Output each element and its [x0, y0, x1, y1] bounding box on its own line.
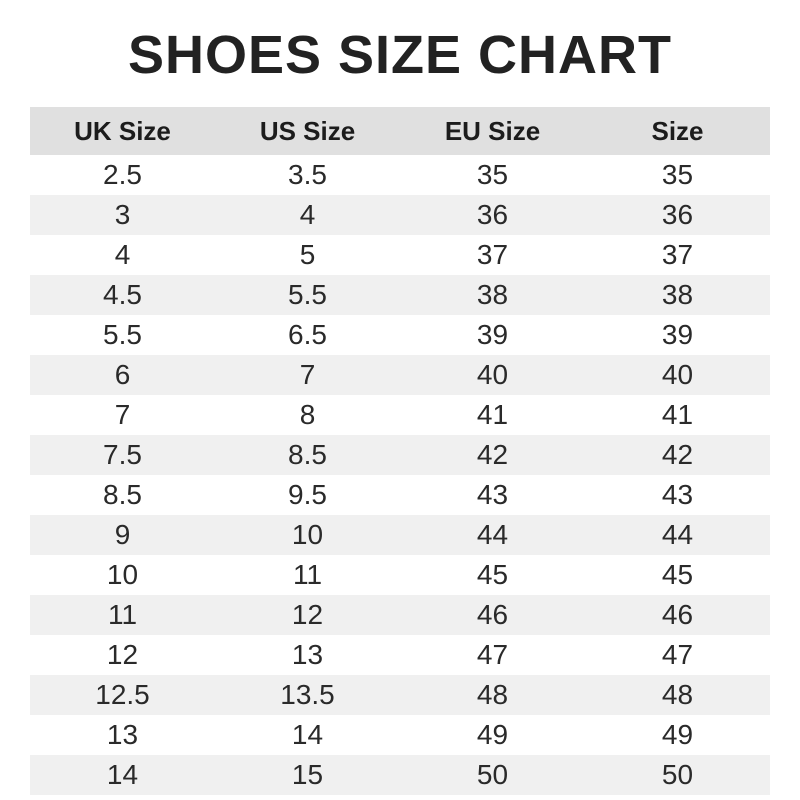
table-cell: 12.5: [95, 679, 150, 711]
table-cell: 13: [291, 639, 324, 671]
table-cell: 39: [476, 319, 509, 351]
header-cell: EU Size: [400, 107, 585, 156]
header-cell: Size: [585, 107, 770, 156]
table-cell: 12: [291, 599, 324, 631]
table-cell: 42: [476, 439, 509, 471]
table-row: 13 14 49 49: [30, 715, 770, 756]
table-cell: 37: [476, 239, 509, 271]
table-cell: 7: [299, 359, 316, 391]
table-cell: 37: [661, 239, 694, 271]
table-cell: 41: [476, 399, 509, 431]
table-cell: 6.5: [288, 319, 327, 351]
table-cell: 15: [291, 759, 324, 791]
table-cell: 50: [661, 759, 694, 791]
table-row: 2.5 3.5 35 35: [30, 155, 770, 196]
table-cell: 7.5: [103, 439, 142, 471]
table-cell: 50: [476, 759, 509, 791]
table-row: 6 7 40 40: [30, 355, 770, 396]
table-cell: 5.5: [288, 279, 327, 311]
size-chart-container: UK Size US Size EU Size Size 2.5 3.5 35 35 3 4 36…: [30, 107, 770, 796]
header-row: UK Size US Size EU Size Size: [30, 107, 770, 156]
table-row: 7.5 8.5 42 42: [30, 435, 770, 476]
table-row: 9 10 44 44: [30, 515, 770, 556]
table-cell: 44: [476, 519, 509, 551]
table-cell: 11: [107, 599, 138, 631]
table-cell: 43: [476, 479, 509, 511]
page-title: SHOES SIZE CHART: [127, 25, 673, 85]
header-cell: US Size: [215, 107, 400, 156]
table-row: 3 4 36 36: [30, 195, 770, 236]
table-row: 12 13 47 47: [30, 635, 770, 676]
table-cell: 42: [661, 439, 694, 471]
table-cell: 5.5: [103, 319, 142, 351]
table-cell: 6: [114, 359, 131, 391]
table-row: 4 5 37 37: [30, 235, 770, 276]
table-cell: 11: [292, 559, 323, 591]
table-row: 4.5 5.5 38 38: [30, 275, 770, 316]
table-cell: 46: [476, 599, 509, 631]
table-cell: 46: [661, 599, 694, 631]
table-cell: 47: [476, 639, 509, 671]
table-row: 7 8 41 41: [30, 395, 770, 436]
table-cell: 4: [114, 239, 131, 271]
table-cell: 8.5: [288, 439, 327, 471]
table-cell: 38: [661, 279, 694, 311]
table-cell: 3.5: [288, 159, 327, 191]
table-cell: 13.5: [280, 679, 335, 711]
table-cell: 49: [661, 719, 694, 751]
table-cell: 8: [299, 399, 316, 431]
table-row: 11 12 46 46: [30, 595, 770, 636]
table-cell: 5: [299, 239, 316, 271]
table-cell: 40: [661, 359, 694, 391]
table-cell: 38: [476, 279, 509, 311]
table-cell: 35: [661, 159, 694, 191]
table-cell: 9: [114, 519, 131, 551]
table-cell: 40: [476, 359, 509, 391]
table-cell: 39: [661, 319, 694, 351]
table-cell: 8.5: [103, 479, 142, 511]
table-row: 5.5 6.5 39 39: [30, 315, 770, 356]
table-cell: 45: [476, 559, 509, 591]
table-cell: 2.5: [103, 159, 142, 191]
table-row: 12.5 13.5 48 48: [30, 675, 770, 716]
table-row: 14 15 50 50: [30, 755, 770, 796]
table-cell: 9.5: [288, 479, 327, 511]
header-cell: UK Size: [30, 107, 215, 156]
table-cell: 49: [476, 719, 509, 751]
table-cell: 13: [106, 719, 139, 751]
table-cell: 45: [661, 559, 694, 591]
table-cell: 36: [661, 199, 694, 231]
table-cell: 4.5: [103, 279, 142, 311]
table-cell: 48: [476, 679, 509, 711]
table-cell: 12: [106, 639, 139, 671]
table-cell: 44: [661, 519, 694, 551]
table-cell: 43: [661, 479, 694, 511]
table-row: 8.5 9.5 43 43: [30, 475, 770, 516]
table-cell: 10: [291, 519, 324, 551]
table-cell: 7: [114, 399, 131, 431]
size-table-head: UK Size US Size EU Size Size: [30, 107, 770, 156]
table-cell: 41: [661, 399, 694, 431]
table-cell: 36: [476, 199, 509, 231]
table-cell: 14: [106, 759, 139, 791]
size-table: UK Size US Size EU Size Size 2.5 3.5 35 35 3 4 36…: [30, 107, 770, 796]
table-cell: 14: [291, 719, 324, 751]
table-row: 10 11 45 45: [30, 555, 770, 596]
table-cell: 48: [661, 679, 694, 711]
table-cell: 10: [106, 559, 139, 591]
table-cell: 4: [299, 199, 316, 231]
table-cell: 47: [661, 639, 694, 671]
size-table-body: 2.5 3.5 35 35 3 4 36 36 4 5 37 37 4.5 5.5 38 38 5.5 6.5 39…: [30, 155, 770, 796]
table-cell: 3: [114, 199, 131, 231]
table-cell: 35: [476, 159, 509, 191]
